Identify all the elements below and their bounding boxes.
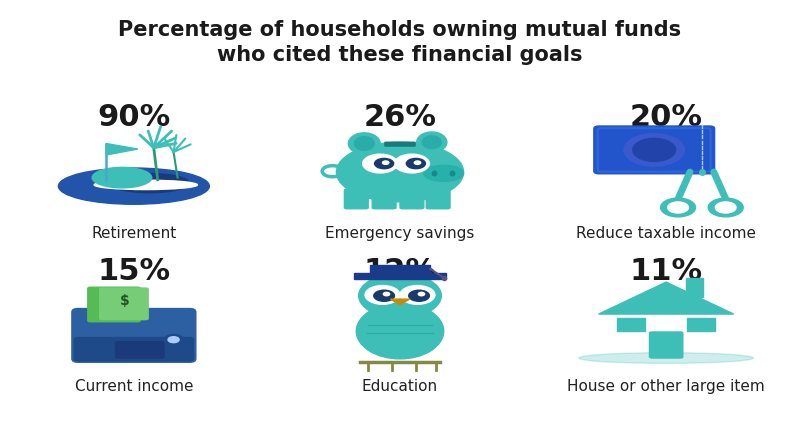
FancyBboxPatch shape <box>372 189 396 209</box>
Polygon shape <box>106 143 138 155</box>
Circle shape <box>365 286 400 304</box>
Circle shape <box>394 154 430 173</box>
Circle shape <box>362 154 398 173</box>
Ellipse shape <box>58 168 210 204</box>
Circle shape <box>374 159 394 168</box>
FancyBboxPatch shape <box>686 318 715 331</box>
Text: Reduce taxable income: Reduce taxable income <box>576 226 756 241</box>
Circle shape <box>164 334 183 345</box>
FancyBboxPatch shape <box>74 337 194 361</box>
Circle shape <box>406 159 426 168</box>
Circle shape <box>168 337 179 343</box>
FancyBboxPatch shape <box>400 189 424 209</box>
Ellipse shape <box>94 180 198 190</box>
FancyBboxPatch shape <box>100 288 148 320</box>
Ellipse shape <box>348 133 380 154</box>
Text: 20%: 20% <box>630 103 702 133</box>
Ellipse shape <box>354 137 374 150</box>
FancyBboxPatch shape <box>594 126 714 174</box>
Text: 90%: 90% <box>98 103 170 133</box>
Polygon shape <box>390 299 410 305</box>
Text: 15%: 15% <box>98 257 170 286</box>
FancyBboxPatch shape <box>650 332 683 358</box>
Text: Retirement: Retirement <box>91 226 177 241</box>
FancyBboxPatch shape <box>385 142 415 146</box>
Circle shape <box>633 138 676 162</box>
Ellipse shape <box>424 165 463 181</box>
Ellipse shape <box>356 303 444 359</box>
Text: $: $ <box>119 294 130 308</box>
Text: 12%: 12% <box>363 257 437 286</box>
Text: Percentage of households owning mutual funds
who cited these financial goals: Percentage of households owning mutual f… <box>118 20 682 65</box>
FancyBboxPatch shape <box>72 308 196 362</box>
Circle shape <box>668 202 688 213</box>
Text: Education: Education <box>362 379 438 394</box>
Circle shape <box>624 133 685 166</box>
FancyBboxPatch shape <box>426 189 450 209</box>
Ellipse shape <box>92 167 152 188</box>
Circle shape <box>708 198 743 217</box>
Polygon shape <box>598 282 734 314</box>
FancyBboxPatch shape <box>88 287 140 322</box>
Ellipse shape <box>417 132 447 152</box>
Text: Current income: Current income <box>74 379 193 394</box>
Ellipse shape <box>337 142 463 202</box>
Polygon shape <box>370 265 430 273</box>
Circle shape <box>418 292 425 296</box>
Text: 26%: 26% <box>363 103 437 133</box>
FancyBboxPatch shape <box>617 318 646 331</box>
FancyBboxPatch shape <box>344 189 368 209</box>
Circle shape <box>409 290 430 301</box>
Ellipse shape <box>422 136 442 149</box>
Text: 11%: 11% <box>630 257 702 286</box>
Ellipse shape <box>110 174 190 193</box>
Text: House or other large item: House or other large item <box>567 379 765 394</box>
Circle shape <box>414 161 421 165</box>
Circle shape <box>715 202 736 213</box>
FancyBboxPatch shape <box>686 278 703 297</box>
Text: Emergency savings: Emergency savings <box>326 226 474 241</box>
FancyBboxPatch shape <box>610 314 722 357</box>
Circle shape <box>661 198 695 217</box>
Circle shape <box>382 161 389 165</box>
FancyBboxPatch shape <box>354 273 446 279</box>
Ellipse shape <box>578 353 754 363</box>
Circle shape <box>400 286 435 304</box>
Circle shape <box>374 290 394 301</box>
Circle shape <box>383 292 390 296</box>
Circle shape <box>358 273 442 318</box>
FancyBboxPatch shape <box>115 342 164 358</box>
